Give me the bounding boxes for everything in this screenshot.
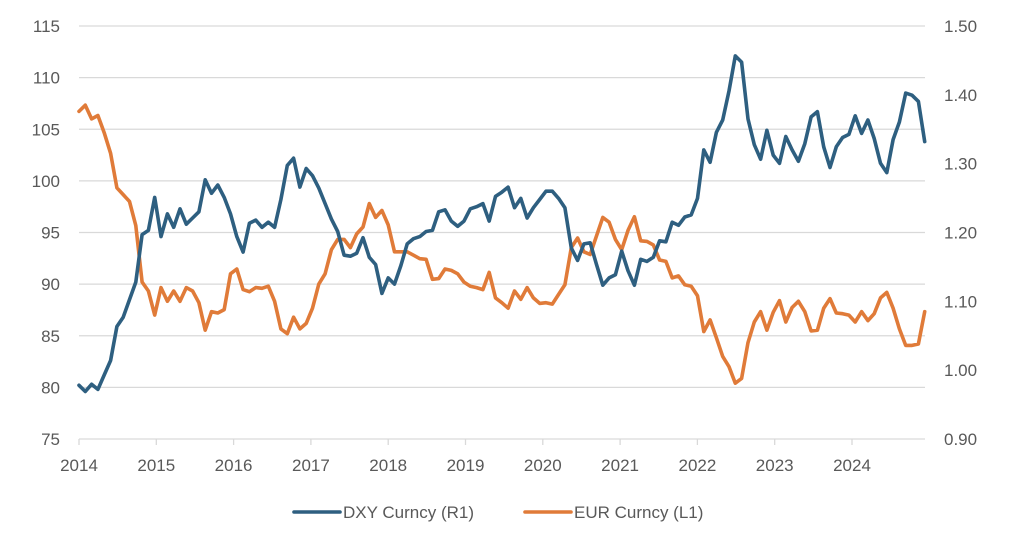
- x-axis-tick-label: 2020: [524, 456, 562, 475]
- left-axis-tick-label: 75: [41, 430, 60, 449]
- x-axis-tick-label: 2022: [678, 456, 716, 475]
- x-axis: 2014 2015 2016 2017 2018 2019 2020 2021 2022 2023…: [60, 438, 925, 475]
- right-axis-tick-label: 1.20: [944, 224, 977, 243]
- left-axis-tick-label: 100: [32, 172, 60, 191]
- series-line-eur: [77, 103, 927, 386]
- right-axis-tick-label: 1.40: [944, 86, 977, 105]
- left-axis-tick-label: 90: [41, 275, 60, 294]
- left-axis-tick-label: 80: [41, 378, 60, 397]
- left-axis-tick-label: 85: [41, 327, 60, 346]
- x-axis-tick-label: 2017: [292, 456, 330, 475]
- x-axis-tick-label: 2014: [60, 456, 98, 475]
- series-line-dxy: [77, 54, 927, 394]
- left-y-axis: 115 110 105 100 95 90 85 80 75: [32, 17, 60, 449]
- legend: DXY Curncy (R1) EUR Curncy (L1): [292, 503, 703, 522]
- legend-label-eur: EUR Curncy (L1): [574, 503, 703, 522]
- left-axis-tick-label: 105: [32, 120, 60, 139]
- x-axis-tick-label: 2016: [215, 456, 253, 475]
- legend-item-dxy[interactable]: DXY Curncy (R1): [292, 503, 474, 522]
- x-axis-tick-label: 2024: [833, 456, 871, 475]
- x-axis-tick-label: 2018: [369, 456, 407, 475]
- right-axis-tick-label: 0.90: [944, 430, 977, 449]
- x-axis-tick-label: 2015: [137, 456, 175, 475]
- x-axis-tick-label: 2019: [447, 456, 485, 475]
- x-axis-tick-label: 2023: [756, 456, 794, 475]
- gridlines: [79, 25, 925, 389]
- right-axis-tick-label: 1.50: [944, 17, 977, 36]
- left-axis-tick-label: 110: [33, 69, 60, 88]
- legend-item-eur[interactable]: EUR Curncy (L1): [523, 503, 703, 522]
- right-y-axis: 1.50 1.40 1.30 1.20 1.10 1.00 0.90: [944, 17, 977, 449]
- x-axis-tick-label: 2021: [601, 456, 639, 475]
- right-axis-tick-label: 1.00: [944, 361, 977, 380]
- series-lines: [77, 54, 927, 394]
- left-axis-tick-label: 115: [33, 17, 60, 36]
- legend-label-dxy: DXY Curncy (R1): [343, 503, 474, 522]
- right-axis-tick-label: 1.30: [944, 155, 977, 174]
- left-axis-tick-label: 95: [41, 224, 60, 243]
- right-axis-tick-label: 1.10: [944, 292, 977, 311]
